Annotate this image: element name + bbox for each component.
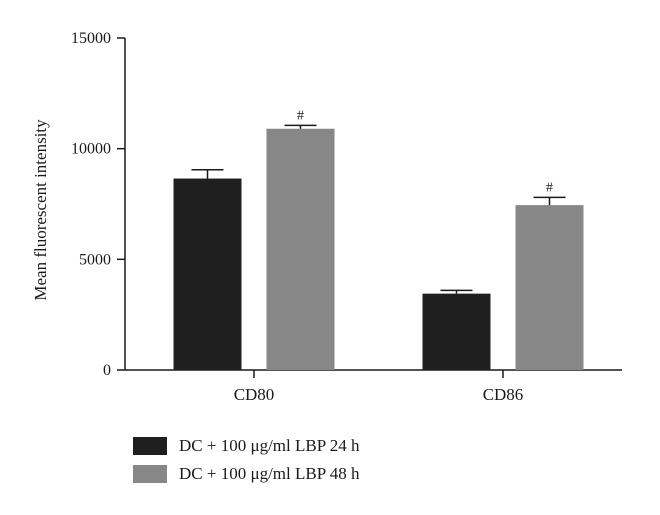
y-tick-label: 5000 <box>79 251 111 268</box>
x-tick-label: CD80 <box>234 385 275 404</box>
y-tick-label: 10000 <box>71 141 111 158</box>
bar <box>173 178 242 370</box>
axis-labels: 0 5000 10000 15000 CD80 # CD86 # <box>71 30 553 404</box>
legend-label-24h: DC + 100 μg/ml LBP 24 h <box>179 436 360 455</box>
legend-label-48h: DC + 100 μg/ml LBP 48 h <box>179 464 360 483</box>
bar-chart: 0 5000 10000 15000 CD80 # CD86 # Mean fluoresce… <box>31 30 622 404</box>
significance-marker: # <box>546 180 553 195</box>
significance-marker: # <box>297 108 304 123</box>
legend-item-24h: DC + 100 μg/ml LBP 24 h <box>133 432 360 460</box>
y-tick-label: 0 <box>103 362 111 379</box>
bar <box>515 205 584 370</box>
legend-swatch-24h <box>133 437 167 455</box>
y-tick-label: 15000 <box>71 30 111 47</box>
bar <box>422 293 491 370</box>
bars <box>173 124 584 370</box>
legend: DC + 100 μg/ml LBP 24 h DC + 100 μg/ml L… <box>133 432 360 488</box>
legend-item-48h: DC + 100 μg/ml LBP 48 h <box>133 460 360 488</box>
bar <box>266 128 335 370</box>
x-tick-label: CD86 <box>483 385 524 404</box>
legend-swatch-48h <box>133 465 167 483</box>
y-axis-title: Mean fluorescent intensity <box>31 119 50 301</box>
